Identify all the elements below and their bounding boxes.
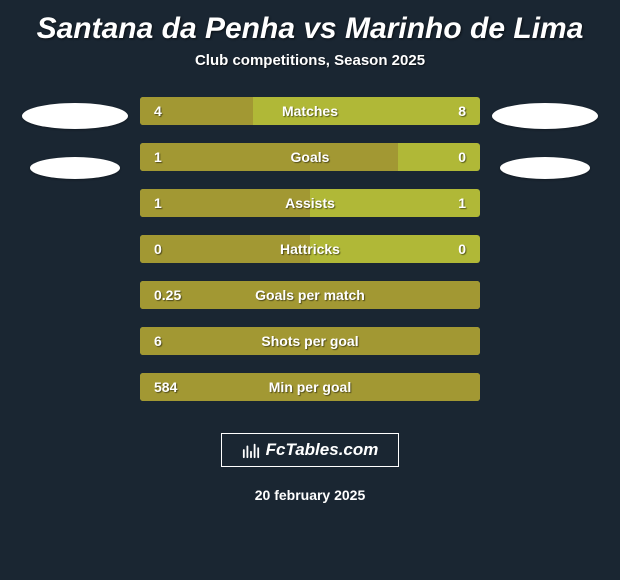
stat-label: Matches bbox=[140, 103, 480, 119]
chart-icon bbox=[242, 441, 260, 459]
stat-bar: 4Matches8 bbox=[140, 97, 480, 125]
stat-bar: 1Goals0 bbox=[140, 143, 480, 171]
page-title: Santana da Penha vs Marinho de Lima bbox=[37, 12, 584, 46]
right-badge-col bbox=[490, 97, 600, 179]
team-right-placeholder bbox=[500, 157, 590, 179]
player-left-placeholder bbox=[22, 103, 128, 129]
stat-bar: 584Min per goal bbox=[140, 373, 480, 401]
stat-bar-content: 0.25Goals per match bbox=[140, 281, 480, 309]
brand-logo: FcTables.com bbox=[221, 433, 400, 467]
footer-date: 20 february 2025 bbox=[255, 487, 366, 503]
brand-text: FcTables.com bbox=[266, 440, 379, 460]
player-right-placeholder bbox=[492, 103, 598, 129]
main-content: 4Matches8 1Goals0 1Assists1 0Hattricks0 0.25… bbox=[10, 97, 610, 401]
stat-label: Min per goal bbox=[140, 379, 480, 395]
stat-label: Assists bbox=[140, 195, 480, 211]
stat-bar: 6Shots per goal bbox=[140, 327, 480, 355]
stat-bar: 1Assists1 bbox=[140, 189, 480, 217]
stat-label: Shots per goal bbox=[140, 333, 480, 349]
stat-bar-content: 6Shots per goal bbox=[140, 327, 480, 355]
stat-bar-content: 1Assists1 bbox=[140, 189, 480, 217]
stat-bar: 0.25Goals per match bbox=[140, 281, 480, 309]
team-left-placeholder bbox=[30, 157, 120, 179]
stat-bars: 4Matches8 1Goals0 1Assists1 0Hattricks0 0.25… bbox=[140, 97, 480, 401]
stat-bar: 0Hattricks0 bbox=[140, 235, 480, 263]
comparison-infographic: Santana da Penha vs Marinho de Lima Club… bbox=[0, 0, 620, 580]
stat-bar-content: 0Hattricks0 bbox=[140, 235, 480, 263]
stat-bar-content: 1Goals0 bbox=[140, 143, 480, 171]
stat-bar-content: 4Matches8 bbox=[140, 97, 480, 125]
page-subtitle: Club competitions, Season 2025 bbox=[195, 52, 425, 69]
stat-label: Goals bbox=[140, 149, 480, 165]
stat-label: Hattricks bbox=[140, 241, 480, 257]
stat-label: Goals per match bbox=[140, 287, 480, 303]
stat-bar-content: 584Min per goal bbox=[140, 373, 480, 401]
left-badge-col bbox=[20, 97, 130, 179]
